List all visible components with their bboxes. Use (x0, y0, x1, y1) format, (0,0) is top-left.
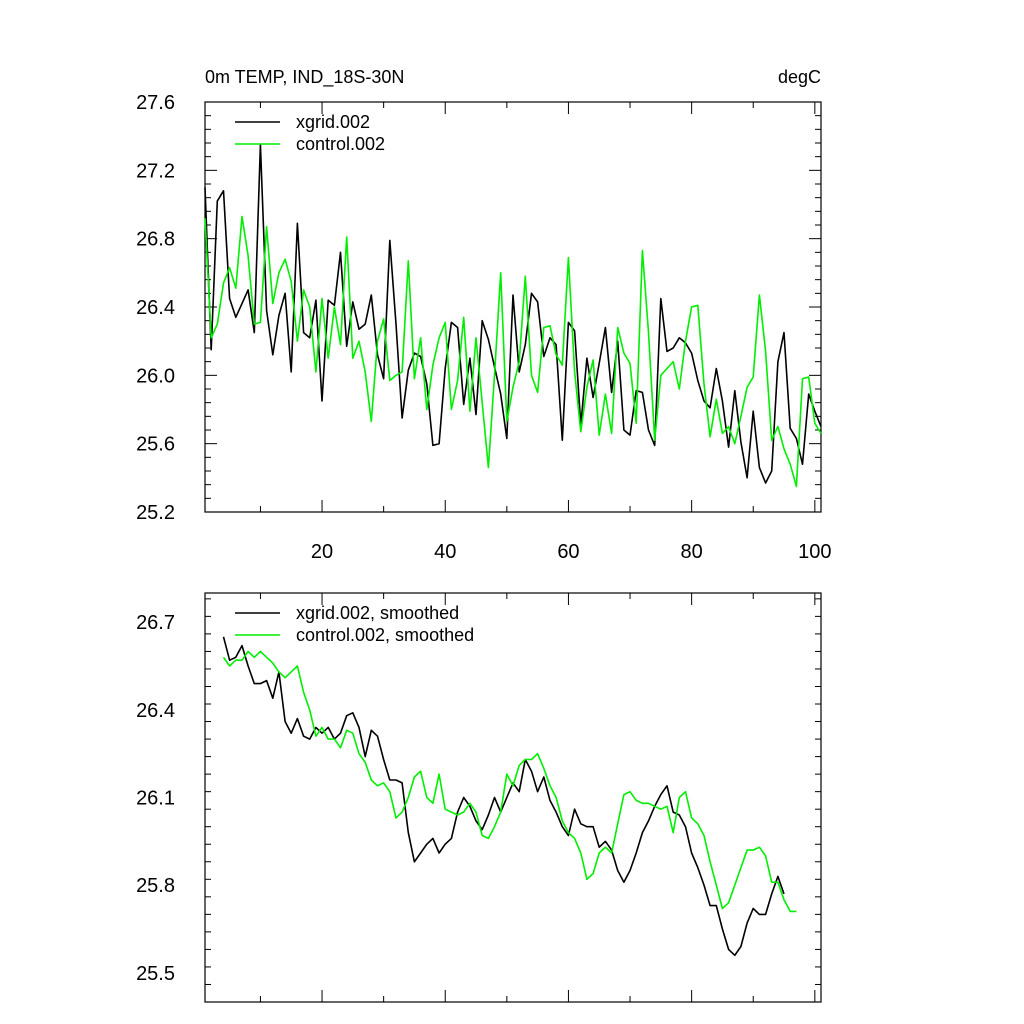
x-tick-label: 60 (557, 541, 579, 563)
y-tick-label: 27.6 (136, 92, 175, 114)
y-tick-label: 26.7 (136, 612, 175, 634)
bottom-panel: 25.5 25.8 26.1 26.4 26.7 xgrid.002, smoothedc… (136, 592, 822, 1003)
y-tick-label: 25.2 (136, 502, 175, 524)
top-panel: 25.2 25.6 26.0 26.4 26.8 27.2 27.6 20 40 60 80 100 0… (136, 67, 831, 563)
y-tick-label: 25.5 (136, 963, 175, 985)
series-line-1 (222, 650, 797, 913)
plot-frame (204, 592, 822, 1003)
y-tick-label: 25.6 (136, 434, 175, 456)
y-tick-label: 26.0 (136, 365, 175, 387)
x-tick-label: 100 (798, 541, 831, 563)
x-tick-label: 40 (434, 541, 456, 563)
y-tick-label: 25.8 (136, 875, 175, 897)
series-line-0 (222, 636, 785, 957)
y-tick-label: 26.1 (136, 788, 175, 810)
y-tick-label: 26.8 (136, 229, 175, 251)
legend-label: control.002 (296, 134, 385, 154)
x-tick-label: 20 (311, 541, 333, 563)
legend-label: xgrid.002, smoothed (296, 603, 459, 623)
y-tick-label: 26.4 (136, 297, 175, 319)
series-line-1 (204, 215, 822, 488)
legend-label: xgrid.002 (296, 112, 370, 132)
legend-label: control.002, smoothed (296, 625, 474, 645)
x-tick-label: 80 (681, 541, 703, 563)
chart-title: 0m TEMP, IND_18S-30N (205, 67, 404, 88)
series-line-0 (204, 143, 822, 484)
y-tick-label: 26.4 (136, 700, 175, 722)
chart-units: degC (778, 67, 821, 87)
y-tick-label: 27.2 (136, 160, 175, 182)
